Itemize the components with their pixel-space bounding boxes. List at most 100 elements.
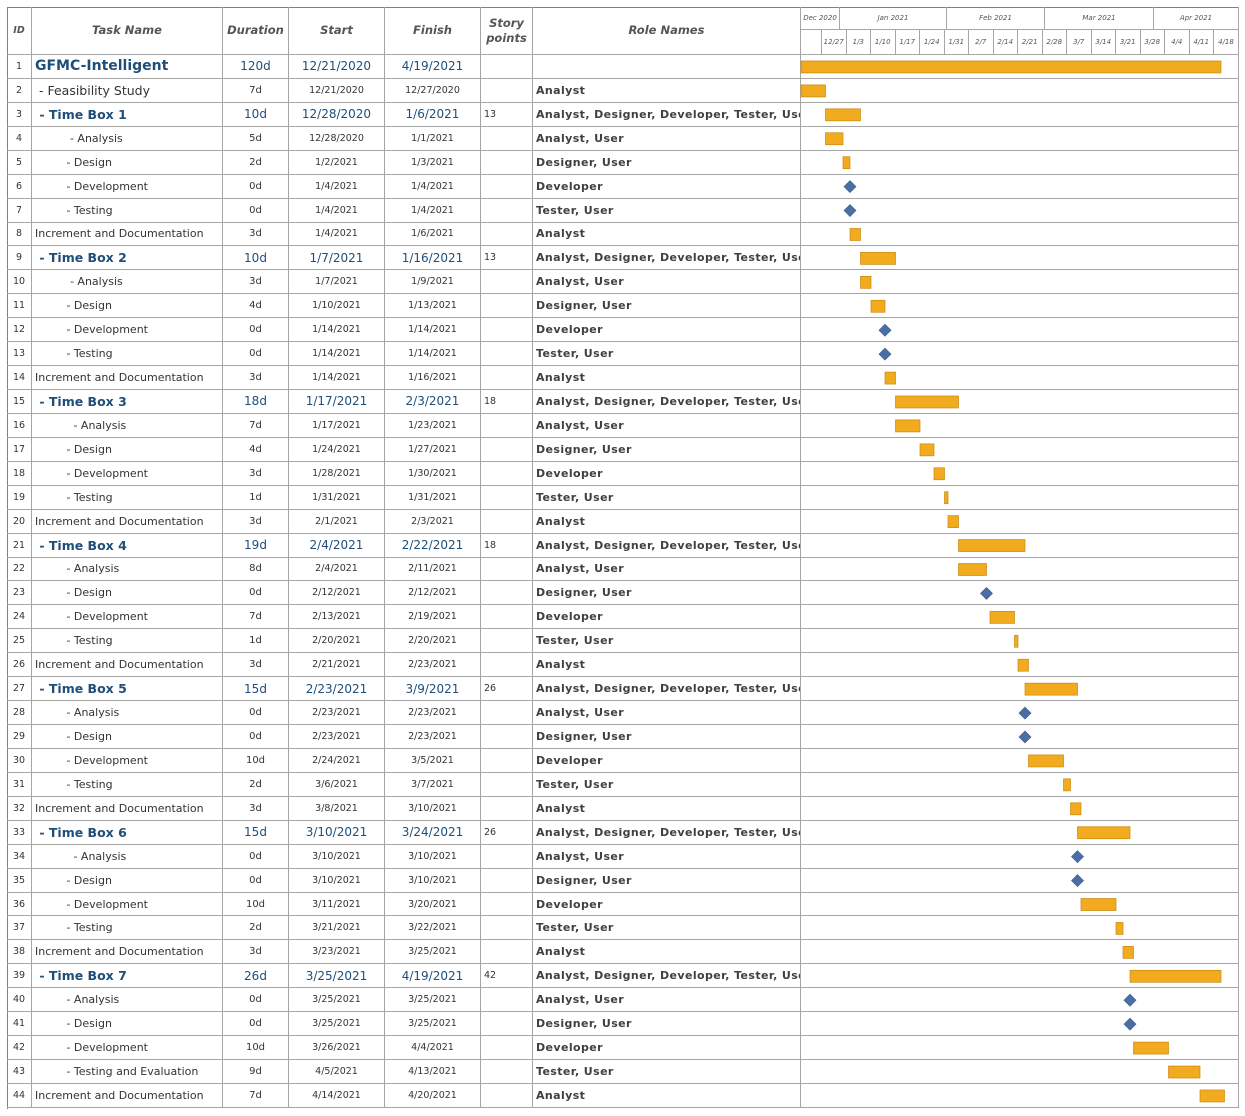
finish-cell: 4/4/2021 xyxy=(385,1036,481,1061)
id-cell: 22 xyxy=(7,557,32,582)
gantt-row xyxy=(801,509,1239,534)
id-cell: 19 xyxy=(7,485,32,510)
finish-cell: 3/5/2021 xyxy=(385,748,481,773)
story-points xyxy=(481,1036,533,1061)
finish-cell: 1/6/2021 xyxy=(385,102,481,127)
gantt-row xyxy=(801,940,1239,965)
task-bar xyxy=(989,611,1015,624)
id-cell: 23 xyxy=(7,581,32,606)
gantt-row xyxy=(801,916,1239,941)
story-points xyxy=(481,748,533,773)
start-cell: 3/25/2021 xyxy=(289,1012,385,1037)
id-cell: 10 xyxy=(7,270,32,295)
milestone xyxy=(980,587,993,600)
finish-cell: 2/22/2021 xyxy=(385,533,481,558)
task-bar xyxy=(1199,1089,1225,1103)
role-names: Developer xyxy=(533,318,801,343)
gantt-row xyxy=(801,796,1239,821)
duration-cell: 3d xyxy=(223,366,289,390)
milestone xyxy=(878,347,892,361)
duration-cell: 10d xyxy=(223,102,289,127)
story-points xyxy=(481,653,533,678)
task-name: - Design xyxy=(32,150,223,175)
finish-cell: 2/23/2021 xyxy=(385,725,481,749)
task-name: Increment and Documentation xyxy=(32,509,223,534)
role-names: Analyst, User xyxy=(533,701,801,726)
start-cell: 3/25/2021 xyxy=(289,964,385,989)
finish-cell: 1/6/2021 xyxy=(385,222,481,247)
id-cell: 11 xyxy=(7,294,32,319)
header-start: Start xyxy=(289,7,385,55)
finish-cell: 3/10/2021 xyxy=(385,796,481,821)
story-points xyxy=(481,174,533,199)
task-bar xyxy=(1017,658,1029,672)
milestone xyxy=(1018,730,1032,744)
gantt-row xyxy=(801,318,1239,343)
finish-cell: 1/16/2021 xyxy=(385,246,481,271)
gantt-row xyxy=(801,246,1239,271)
duration-cell: 18d xyxy=(223,390,289,414)
week-label: 3/14 xyxy=(1091,30,1116,55)
finish-cell: 2/12/2021 xyxy=(385,581,481,606)
week-label: 2/28 xyxy=(1042,30,1067,55)
story-points xyxy=(481,868,533,893)
id-cell: 44 xyxy=(7,1083,32,1108)
start-cell: 3/25/2021 xyxy=(289,988,385,1013)
finish-cell: 2/11/2021 xyxy=(385,557,481,582)
gantt-row xyxy=(801,557,1239,582)
finish-cell: 3/24/2021 xyxy=(385,820,481,845)
start-cell: 3/21/2021 xyxy=(289,916,385,941)
id-cell: 4 xyxy=(7,126,32,151)
role-names: Developer xyxy=(533,1036,801,1061)
header-task-name: Task Name xyxy=(32,7,223,55)
id-cell: 32 xyxy=(7,796,32,821)
story-points xyxy=(481,557,533,582)
id-cell: 3 xyxy=(7,102,32,127)
task-name: - Development xyxy=(32,318,223,343)
header-finish: Finish xyxy=(385,7,481,55)
id-cell: 27 xyxy=(7,677,32,702)
task-name: - Testing xyxy=(32,485,223,510)
task-bar xyxy=(958,563,987,576)
id-cell: 2 xyxy=(7,78,32,103)
finish-cell: 3/10/2021 xyxy=(385,868,481,893)
gantt-row xyxy=(801,437,1239,462)
story-points xyxy=(481,772,533,797)
finish-cell: 3/20/2021 xyxy=(385,892,481,917)
gantt-row xyxy=(801,55,1239,79)
role-names: Developer xyxy=(533,748,801,773)
milestone xyxy=(1123,1017,1137,1031)
role-names: Analyst xyxy=(533,78,801,103)
role-names: Analyst, Designer, Developer, Tester, Us… xyxy=(533,820,801,845)
story-points xyxy=(481,988,533,1013)
role-names: Analyst, Designer, Developer, Tester, Us… xyxy=(533,533,801,558)
role-names: Designer, User xyxy=(533,725,801,749)
gantt-row xyxy=(801,1036,1239,1061)
role-names: Developer xyxy=(533,174,801,199)
story-points: 13 xyxy=(481,246,533,271)
duration-cell: 15d xyxy=(223,820,289,845)
story-points xyxy=(481,150,533,175)
id-cell: 42 xyxy=(7,1036,32,1061)
finish-cell: 3/7/2021 xyxy=(385,772,481,797)
duration-cell: 19d xyxy=(223,533,289,558)
story-points: 42 xyxy=(481,964,533,989)
finish-cell: 1/14/2021 xyxy=(385,342,481,367)
start-cell: 1/31/2021 xyxy=(289,485,385,510)
duration-cell: 120d xyxy=(223,55,289,79)
finish-cell: 1/4/2021 xyxy=(385,174,481,199)
week-label: 2/14 xyxy=(993,30,1018,55)
finish-cell: 3/25/2021 xyxy=(385,988,481,1013)
task-bar xyxy=(884,371,896,385)
gantt-row xyxy=(801,198,1239,223)
duration-cell: 0d xyxy=(223,868,289,893)
finish-cell: 4/19/2021 xyxy=(385,964,481,989)
task-name: - Time Box 2 xyxy=(32,246,223,271)
finish-cell: 12/27/2020 xyxy=(385,78,481,103)
task-name: - Time Box 1 xyxy=(32,102,223,127)
start-cell: 1/14/2021 xyxy=(289,342,385,367)
gantt-row xyxy=(801,413,1239,438)
milestone xyxy=(878,323,892,337)
start-cell: 12/21/2020 xyxy=(289,55,385,79)
finish-cell: 4/13/2021 xyxy=(385,1060,481,1084)
